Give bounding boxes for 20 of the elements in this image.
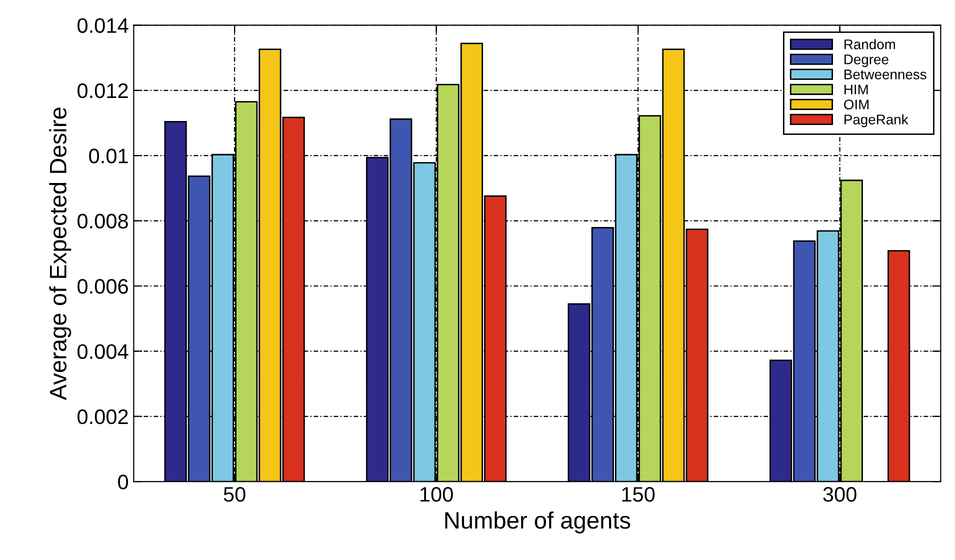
y-axis-title: Average of Expected Desire [49, 108, 72, 400]
x-axis-title: Number of agents [445, 511, 630, 534]
y-tick-label: 0.012 [78, 83, 128, 98]
x-tick-label: 100 [420, 487, 453, 502]
y-tick-label: 0.008 [78, 214, 128, 229]
y-tick-label: 0.01 [89, 148, 128, 164]
legend-label: PageRank [844, 114, 908, 128]
x-tick-label: 300 [823, 487, 856, 502]
y-tick-label: 0.014 [78, 18, 128, 33]
y-tick-label: 0.006 [78, 279, 128, 294]
y-tick-label: 0.002 [78, 409, 128, 424]
legend-label: OIM [844, 100, 868, 110]
y-tick-label: 0 [118, 474, 128, 490]
y-tick-label: 0.004 [78, 344, 128, 359]
legend-label: Betweenness [844, 70, 926, 80]
x-tick-label: 150 [622, 487, 655, 502]
legend-label: HIM [844, 84, 868, 94]
x-tick-label: 50 [224, 487, 246, 502]
legend-label: Random [844, 39, 895, 50]
legend-label: Degree [844, 54, 888, 68]
